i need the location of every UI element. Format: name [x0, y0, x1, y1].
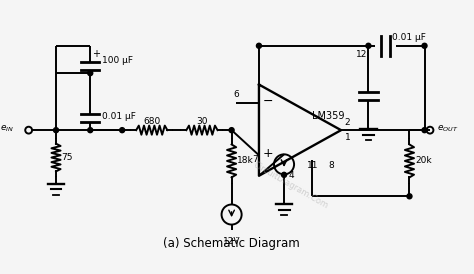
Circle shape [229, 128, 234, 133]
Text: $e_{OUT}$: $e_{OUT}$ [437, 124, 458, 135]
Circle shape [422, 43, 427, 48]
Circle shape [54, 128, 58, 133]
Text: $e_{IN}$: $e_{IN}$ [0, 124, 14, 134]
Text: −: − [263, 95, 273, 107]
Text: CircuitDiagram.Com: CircuitDiagram.Com [252, 160, 330, 210]
Text: 8: 8 [328, 161, 334, 170]
Text: 6: 6 [233, 90, 239, 99]
Text: 0.01 μF: 0.01 μF [102, 112, 136, 121]
Text: 0.01 μF: 0.01 μF [392, 33, 426, 42]
Text: 1: 1 [345, 133, 350, 142]
Text: 11: 11 [307, 161, 319, 170]
Circle shape [119, 128, 125, 133]
Circle shape [407, 194, 412, 199]
Text: 2: 2 [345, 118, 350, 127]
Text: 680: 680 [143, 117, 160, 126]
Text: (a) Schematic Diagram: (a) Schematic Diagram [163, 237, 300, 250]
Text: 7: 7 [253, 155, 258, 164]
Text: +: + [91, 50, 100, 59]
Text: 20k: 20k [415, 156, 431, 165]
Text: 18k: 18k [237, 156, 254, 165]
Text: 30: 30 [196, 117, 208, 126]
Text: +: + [263, 147, 273, 160]
Text: LM359: LM359 [312, 111, 345, 121]
Text: 100 μF: 100 μF [102, 56, 133, 65]
Text: 4: 4 [289, 171, 294, 180]
Circle shape [282, 172, 287, 177]
Text: 12: 12 [356, 50, 367, 59]
Circle shape [256, 43, 262, 48]
Circle shape [88, 128, 93, 133]
Text: 75: 75 [62, 153, 73, 162]
Circle shape [366, 43, 371, 48]
Text: 12V: 12V [223, 237, 240, 246]
Circle shape [88, 71, 93, 76]
Circle shape [422, 128, 427, 133]
